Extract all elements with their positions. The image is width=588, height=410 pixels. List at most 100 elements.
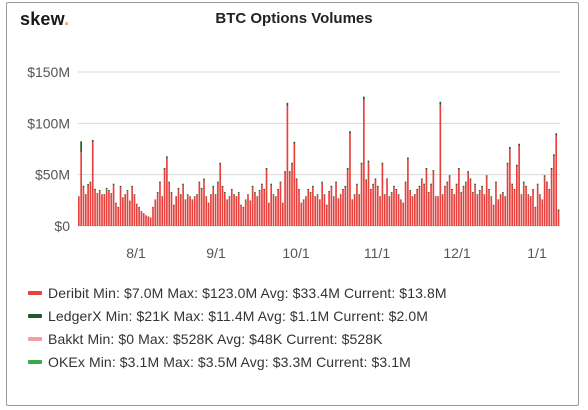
bar-ledgerx [291, 162, 293, 165]
bar-deribit [444, 186, 446, 226]
bar-ledgerx [193, 196, 196, 198]
bar-deribit [117, 207, 120, 226]
bar-ledgerx [414, 194, 416, 196]
bar-deribit [339, 195, 342, 226]
bar-ledgerx [258, 190, 261, 192]
bar-deribit [397, 195, 400, 226]
bar-ledgerx [189, 196, 191, 198]
bar-ledgerx [293, 141, 296, 144]
bar-ledgerx [367, 160, 370, 163]
bar-deribit [346, 169, 349, 226]
bar-deribit [353, 195, 356, 226]
bar-deribit [135, 204, 138, 226]
bar-ledgerx [439, 101, 442, 105]
bar-ledgerx [323, 194, 326, 196]
bar-deribit [407, 159, 409, 226]
bar-ledgerx [446, 181, 449, 183]
bar-ledgerx [154, 199, 157, 201]
bar-ledgerx [553, 154, 555, 157]
bar-ledgerx [124, 194, 127, 196]
bar-deribit [511, 184, 514, 226]
bar-deribit [478, 191, 481, 226]
bar-deribit [244, 200, 247, 226]
bar-deribit [497, 200, 500, 226]
bar-deribit [240, 205, 242, 226]
bar-deribit [84, 195, 87, 226]
legend-item-okex[interactable]: OKEx Min: $3.1M Max: $3.5M Avg: $3.3M Cu… [28, 350, 447, 373]
bar-ledgerx [168, 181, 171, 183]
bar-ledgerx [511, 183, 514, 185]
bar-deribit [184, 200, 187, 226]
bar-ledgerx [451, 189, 453, 191]
bar-ledgerx [277, 189, 279, 191]
bar-ledgerx [425, 167, 428, 170]
bar-ledgerx [448, 175, 451, 177]
bar-deribit [193, 197, 196, 226]
bar-deribit [256, 197, 259, 226]
bar-deribit [404, 182, 407, 226]
bar-ledgerx [395, 189, 398, 191]
bar-ledgerx [441, 194, 444, 196]
bar-ledgerx [314, 196, 317, 198]
bar-ledgerx [520, 194, 523, 196]
bar-ledgerx [353, 194, 356, 196]
bar-ledgerx [78, 196, 80, 198]
bar-deribit [467, 172, 469, 226]
bar-ledgerx [152, 206, 154, 208]
bar-ledgerx [374, 178, 377, 180]
bar-deribit [173, 205, 175, 226]
bar-deribit [372, 184, 374, 226]
bar-ledgerx [416, 189, 418, 191]
bar-ledgerx [272, 194, 275, 196]
bar-deribit [513, 190, 516, 226]
bar-ledgerx [332, 196, 335, 198]
bar-ledgerx [212, 185, 215, 187]
bar-ledgerx [411, 196, 414, 198]
bar-deribit [105, 189, 108, 226]
bar-deribit [212, 186, 215, 226]
bar-deribit [152, 207, 154, 226]
bar-deribit [126, 191, 129, 226]
bar-ledgerx [82, 185, 85, 187]
bar-ledgerx [335, 181, 337, 183]
bar-deribit [131, 186, 133, 226]
bar-deribit [446, 182, 449, 226]
bar-ledgerx [483, 194, 486, 196]
bar-ledgerx [381, 162, 384, 165]
bar-ledgerx [94, 188, 96, 191]
bar-deribit [307, 190, 310, 226]
bar-deribit [383, 195, 386, 226]
bar-deribit [425, 169, 428, 226]
bar-ledgerx [550, 167, 553, 170]
bar-ledgerx [279, 181, 282, 183]
bar-deribit [122, 198, 124, 226]
bar-deribit [309, 193, 312, 226]
bar-ledgerx [546, 181, 548, 183]
legend-item-ledgerx[interactable]: LedgerX Min: $21K Max: $11.4M Avg: $1.1M… [28, 304, 447, 327]
x-tick-label: 10/1 [282, 245, 309, 261]
bar-ledgerx [251, 185, 254, 187]
bar-ledgerx [506, 162, 509, 165]
bar-ledgerx [186, 194, 189, 196]
bar-ledgerx [453, 194, 456, 196]
bar-deribit [237, 193, 240, 226]
bar-deribit [481, 186, 483, 226]
bar-ledgerx [126, 190, 129, 192]
bar-deribit [170, 193, 173, 226]
bar-deribit [182, 184, 184, 226]
bar-ledgerx [191, 199, 194, 201]
bar-ledgerx [268, 202, 270, 204]
legend-item-deribit[interactable]: Deribit Min: $7.0M Max: $123.0M Avg: $33… [28, 281, 447, 304]
bar-ledgerx [509, 146, 511, 149]
bar-deribit [448, 176, 451, 226]
legend-item-bakkt[interactable]: Bakkt Min: $0 Max: $528K Avg: $48K Curre… [28, 327, 447, 350]
bar-ledgerx [555, 133, 558, 136]
bar-ledgerx [312, 185, 314, 187]
bar-ledgerx [534, 206, 537, 208]
bar-ledgerx [407, 157, 409, 160]
bar-deribit [495, 182, 497, 226]
bar-deribit [430, 184, 432, 226]
bar-deribit [483, 195, 486, 226]
bar-ledgerx [300, 202, 303, 204]
bar-deribit [284, 172, 286, 226]
